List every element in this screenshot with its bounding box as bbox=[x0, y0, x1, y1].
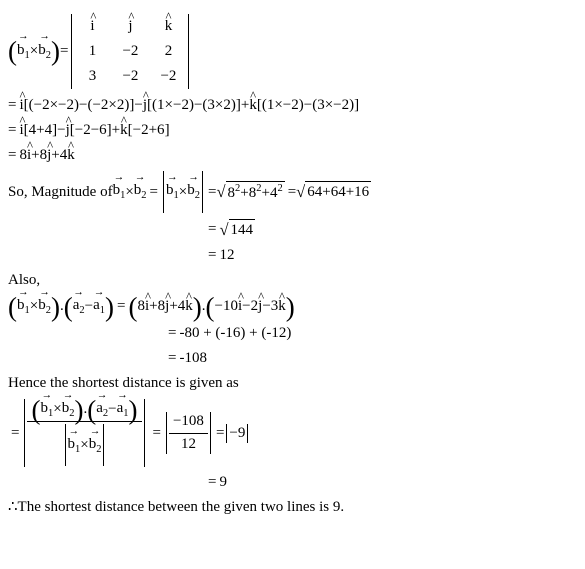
distance-formula: = ( b1 × b2 ) . ( a2 − a1 ) bbox=[8, 398, 577, 469]
magnitude-label: So, Magnitude of bbox=[8, 182, 113, 203]
dot-product-result: =-108 bbox=[8, 348, 577, 369]
distance-result: =9 bbox=[8, 472, 577, 493]
unit-i: i bbox=[90, 16, 94, 37]
b1-cross-b2: ( b1 × b2 ) bbox=[8, 40, 60, 64]
determinant-3x3: i j k 1 −2 2 3 −2 −2 bbox=[68, 12, 192, 91]
cross-product-determinant: ( b1 × b2 ) = i j k 1 −2 2 3 −2 −2 bbox=[8, 12, 577, 91]
dot-product-line: ( b1 × b2 ) . ( a2 − a1 ) = ( 8i+ 8j+ 4k… bbox=[8, 295, 577, 319]
cross-product-result: = 8i+ 8j+ 4k bbox=[8, 145, 577, 166]
magnitude-step2: = √144 bbox=[8, 218, 577, 241]
expansion-step2: = i[4+4]− j[−2−6]+ k[−2+6] bbox=[8, 120, 577, 141]
dot-product-step: =-80 + (-16) + (-12) bbox=[8, 323, 577, 344]
vector-b2: b2 bbox=[38, 40, 51, 64]
unit-k: k bbox=[165, 16, 173, 37]
magnitude-line: So, Magnitude of b1 × b2 = b1 × b2 = √ 8… bbox=[8, 170, 577, 214]
conclusion: ∴ The shortest distance between the give… bbox=[8, 497, 577, 518]
vector-b1: b1 bbox=[17, 40, 30, 64]
expansion-step1: = i[(−2×−2)−(−2×2)]− j[(1×−2)−(3×2)]+ k[… bbox=[8, 95, 577, 116]
unit-j: j bbox=[128, 16, 132, 37]
magnitude-result: =12 bbox=[8, 245, 577, 266]
hence-label: Hence the shortest distance is given as bbox=[8, 373, 577, 394]
